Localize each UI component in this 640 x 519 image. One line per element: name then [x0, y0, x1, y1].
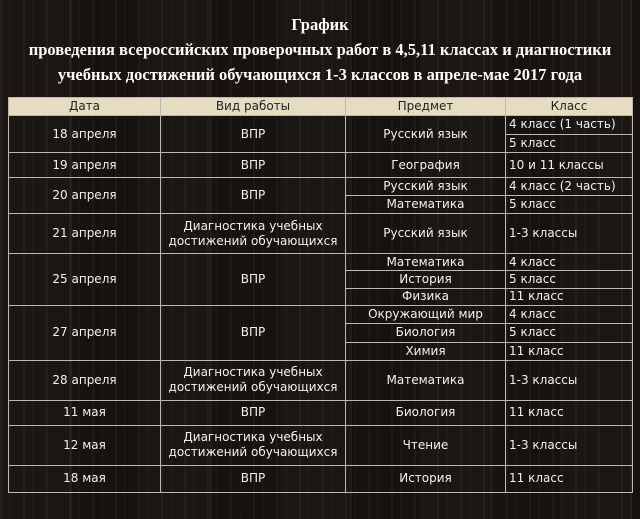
date-cell: 19 апреля [8, 152, 161, 178]
date-cell: 12 мая [8, 424, 161, 466]
subject-cell: История [345, 464, 506, 493]
table-row: 28 апреля Диагностика учебных достижений … [8, 359, 633, 401]
date-cell: 20 апреля [8, 177, 161, 214]
table-row: 20 апреля ВПР Русский язык 4 класс (2 часть… [8, 177, 633, 214]
subject-cell: Русский язык [345, 213, 506, 254]
subject-cell: Биология [345, 323, 506, 343]
table-row: 19 апреля ВПР География 10 и 11 классы [8, 152, 633, 178]
table-row: Физика 11 класс [9, 287, 633, 306]
grade-cell: 1-3 классы [505, 424, 633, 466]
work-cell: ВПР [160, 399, 346, 426]
grade-cell: 5 класс [505, 323, 633, 343]
date-cell: 21 апреля [8, 213, 161, 254]
work-cell: ВПР [160, 304, 346, 361]
header: График проведения всероссийских провероч… [0, 12, 640, 87]
grade-cell: 4 класс (2 часть) [505, 177, 633, 196]
table-row: История 5 класс [9, 270, 633, 289]
table-row: 18 апреля ВПР Русский язык 4 класс (1 часть… [8, 115, 633, 153]
work-cell: Диагностика учебных достижений обучающих… [160, 359, 346, 401]
table-row: 27 апреля ВПР Окружающий мир 4 класс [8, 304, 633, 361]
grade-cell: 11 класс [505, 399, 633, 426]
grade-cell: 11 класс [505, 341, 633, 361]
table-row: 11 мая ВПР Биология 11 класс [8, 399, 633, 426]
table-row: Биология 5 класс [9, 323, 633, 343]
date-cell: 11 мая [8, 399, 161, 426]
subject-cell: Русский язык [345, 115, 506, 153]
subject-cell: Математика [345, 359, 506, 401]
subject-cell: Чтение [345, 424, 506, 466]
grade-cell: 5 класс [505, 195, 633, 214]
subtitle: учебных достижений обучающихся 1-3 класс… [57, 65, 583, 84]
date-cell: 18 мая [8, 464, 161, 493]
grade-cell: 4 класс [505, 252, 633, 272]
subtitle: проведения всероссийских проверочных раб… [28, 40, 612, 59]
grade-cell: 11 класс [505, 287, 633, 306]
grade-cell: 10 и 11 классы [505, 152, 633, 178]
column-header: Класс [505, 97, 633, 116]
table-row: Химия 11 класс [9, 341, 633, 361]
table-row: 25 апреля ВПР Математика 4 класс [8, 252, 633, 306]
work-cell: ВПР [160, 253, 346, 306]
grade-cell: 1-3 классы [505, 213, 633, 254]
work-cell: ВПР [160, 115, 346, 153]
work-cell: ВПР [160, 177, 346, 214]
schedule-table: Дата Вид работы Предмет Класс 18 апреля ВПР Р… [8, 97, 633, 493]
work-cell: Диагностика учебных достижений обучающих… [160, 213, 346, 254]
date-cell: 25 апреля [8, 253, 161, 306]
work-cell: Диагностика учебных достижений обучающих… [160, 424, 346, 466]
table-row: 18 мая ВПР История 11 класс [8, 464, 633, 493]
subject-cell: Химия [345, 341, 506, 361]
column-header: Вид работы [160, 97, 346, 116]
column-header: Предмет [345, 97, 506, 116]
grade-cell: 11 класс [505, 464, 633, 493]
grade-cell: 4 класс [505, 304, 633, 325]
grade-cell: 5 класс [505, 133, 633, 153]
subject-cell: Математика [345, 252, 506, 272]
subject-cell: География [345, 152, 506, 178]
column-header: Дата [8, 97, 161, 116]
grade-cell: 5 класс [505, 270, 633, 289]
grade-cell: 1-3 классы [505, 359, 633, 401]
subject-cell: Физика [345, 287, 506, 306]
subject-cell: Русский язык [345, 177, 506, 196]
subject-cell: История [345, 270, 506, 289]
subject-cell: Математика [345, 195, 506, 214]
date-cell: 27 апреля [8, 304, 161, 361]
table-row: 21 апреля Диагностика учебных достижений … [8, 213, 633, 254]
date-cell: 28 апреля [8, 359, 161, 401]
table-body: 18 апреля ВПР Русский язык 4 класс (1 часть… [8, 115, 633, 493]
subject-cell: Биология [345, 399, 506, 426]
table-row: 12 мая Диагностика учебных достижений обу… [8, 424, 633, 466]
work-cell: ВПР [160, 464, 346, 493]
work-cell: ВПР [160, 152, 346, 178]
subject-cell: Окружающий мир [345, 304, 506, 325]
title: График [291, 15, 349, 34]
header-row: Дата Вид работы Предмет Класс [8, 97, 633, 116]
grade-cell: 4 класс (1 часть) [505, 115, 633, 135]
date-cell: 18 апреля [8, 115, 161, 153]
